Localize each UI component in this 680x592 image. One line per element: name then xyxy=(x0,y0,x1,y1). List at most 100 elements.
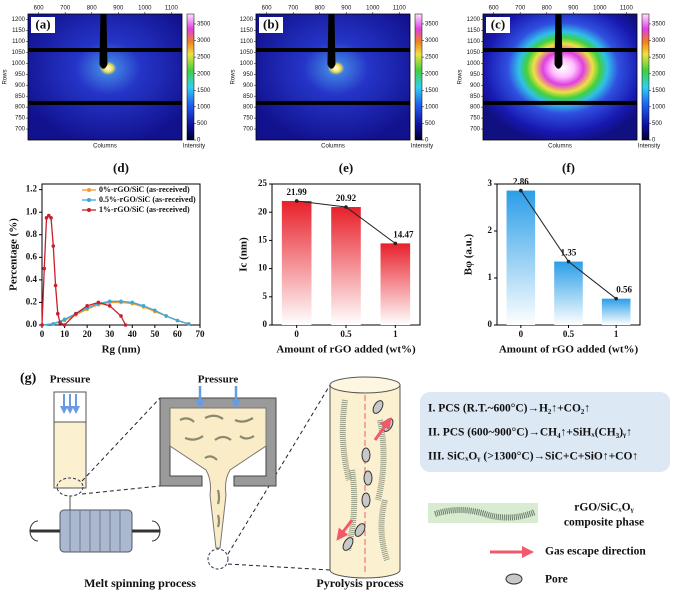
reaction: II. PCS (600~900°C)→CH₄↑+SiHₓ(CH₃)ᵧ↑ xyxy=(428,427,632,439)
y-tick-label: 1 xyxy=(488,272,493,282)
x-tick-label: 1100 xyxy=(620,6,634,12)
reaction: I. PCS (R.T.~600°C)→H₂↑+CO₂↑ xyxy=(428,403,590,415)
colorbar-tick-label: 2000 xyxy=(652,71,666,77)
colorbar-label: Intensity xyxy=(638,144,660,150)
x-tick-label: 900 xyxy=(341,6,352,12)
trend-point xyxy=(614,296,618,301)
y-tick-label: 700 xyxy=(15,127,26,133)
value-label: 1.35 xyxy=(561,248,577,258)
plot-frame xyxy=(41,183,201,326)
x-tick-label: 0.5 xyxy=(563,329,575,339)
panel-label: (f) xyxy=(562,160,575,175)
colorbar-tick-label: 2500 xyxy=(425,55,439,61)
legend-text: composite phase xyxy=(564,517,644,529)
colorbar-tick-label: 0 xyxy=(425,138,429,144)
data-point xyxy=(119,314,123,318)
zoom-lines xyxy=(81,384,331,571)
data-point xyxy=(175,318,180,323)
trend-point xyxy=(393,241,398,246)
panel-label: (e) xyxy=(339,160,353,175)
panel-label-box xyxy=(31,17,55,33)
x-tick-label: 60 xyxy=(173,329,183,339)
data-point xyxy=(58,320,62,325)
y-tick-label: 900 xyxy=(15,83,26,89)
x-tick-label: 0.5 xyxy=(340,329,352,339)
colorbar xyxy=(186,13,195,141)
data-point xyxy=(141,304,146,308)
spinning-drum xyxy=(59,509,133,553)
y-tick-label: 5 xyxy=(263,291,268,301)
bar xyxy=(506,190,536,325)
data-point xyxy=(62,317,67,322)
x-tick-label: 800 xyxy=(87,6,98,12)
x-tick-label: 900 xyxy=(568,6,579,12)
y-tick-label: 750 xyxy=(470,116,481,122)
data-point xyxy=(107,299,112,304)
panel-label: (b) xyxy=(263,16,279,31)
colorbar-tick-label: 3500 xyxy=(652,22,666,28)
data-point xyxy=(44,216,49,220)
y-tick-label: 15 xyxy=(258,234,268,244)
colorbar-tick-label: 1500 xyxy=(652,88,666,94)
bar xyxy=(281,200,312,325)
value-label: 2.86 xyxy=(513,177,529,187)
y-tick-label: 1100 xyxy=(240,39,254,45)
frame xyxy=(482,13,638,141)
data-point xyxy=(56,311,60,316)
y-tick-label: 1100 xyxy=(12,39,26,45)
colorbar-tick-label: 500 xyxy=(425,121,436,127)
data-point xyxy=(74,311,78,316)
y-axis-label: Rows xyxy=(458,69,464,84)
data-point xyxy=(186,322,191,326)
y-tick-label: 1100 xyxy=(467,39,481,45)
panel-label: (d) xyxy=(113,160,129,175)
x-axis-label: Amount of rGO added (wt%) xyxy=(499,344,639,356)
colorbar-tick-label: 1500 xyxy=(197,88,211,94)
x-tick-label: 10 xyxy=(60,329,70,339)
y-tick-label: 25 xyxy=(258,178,268,188)
colorbar xyxy=(641,13,650,141)
y-tick-label: 1000 xyxy=(467,61,481,67)
pressure-label: Pressure xyxy=(50,374,91,386)
value-label: 14.47 xyxy=(393,229,414,239)
x-tick-label: 20 xyxy=(83,329,93,339)
pressure-label: Pressure xyxy=(198,374,239,386)
y-tick-label: 900 xyxy=(470,83,481,89)
x-tick-label: 1 xyxy=(614,329,619,339)
data-point xyxy=(164,314,168,318)
x-tick-label: 900 xyxy=(113,6,124,12)
trend-point xyxy=(519,188,523,193)
melt xyxy=(169,407,267,549)
panel-label: (a) xyxy=(35,16,50,31)
legend-marker xyxy=(87,198,91,202)
charts: 600 700 800 900 1000 110070075080085090095010… xyxy=(3,6,666,356)
cylinder-top xyxy=(329,376,401,394)
data-point xyxy=(62,323,67,327)
colorbar-tick-label: 3000 xyxy=(197,38,211,44)
y-axis-label: Percentage (%) xyxy=(8,218,20,291)
y-axis-label: Rows xyxy=(3,69,9,84)
colorbar-tick-label: 3000 xyxy=(652,38,666,44)
value-label: 21.99 xyxy=(287,187,308,197)
colorbar-tick-label: 0 xyxy=(652,138,656,144)
colorbar-tick-label: 3500 xyxy=(425,22,439,28)
x-tick-label: 1000 xyxy=(366,6,380,12)
legend-label: 1%-rGO/SiC (as-received) xyxy=(99,205,190,214)
x-tick-label: 1000 xyxy=(593,6,607,12)
y-tick-label: 950 xyxy=(470,72,481,78)
x-tick-label: 40 xyxy=(128,329,138,339)
reaction: III. SiCₓOᵧ (>1300°C)→SiC+C+SiO↑+CO↑ xyxy=(428,451,638,463)
colorbar-tick-label: 500 xyxy=(197,121,208,127)
y-tick-label: 20 xyxy=(258,206,268,216)
panel-label-box xyxy=(259,17,283,33)
panel-label: (g) xyxy=(20,371,37,386)
y-tick-label: 0 xyxy=(488,319,493,329)
data-point xyxy=(42,266,47,271)
y-tick-label: 3 xyxy=(488,178,493,188)
bar xyxy=(554,261,583,325)
bar xyxy=(380,243,411,325)
drum-stripes xyxy=(69,510,121,552)
data-point xyxy=(40,323,44,327)
y-tick-label: 750 xyxy=(15,116,26,122)
